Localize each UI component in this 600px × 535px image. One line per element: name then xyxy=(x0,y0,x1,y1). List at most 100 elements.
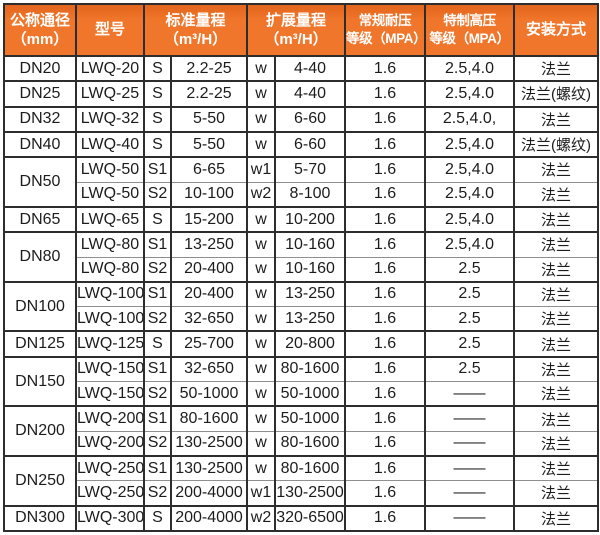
header-standard-range: 标准量程 （m³/H） xyxy=(143,3,248,57)
normal-pressure-cell: 1.6 xyxy=(344,80,426,107)
extended-range-cell: 80-1600 xyxy=(274,455,346,481)
normal-pressure-cell: 1.6 xyxy=(344,156,426,183)
standard-range-cell: 80-1600 xyxy=(170,405,248,432)
extended-code-cell: w xyxy=(246,455,276,481)
standard-code-cell: S2 xyxy=(143,181,172,207)
table-row: DN50 LWQ-50 S1 6-65 w1 5-70 1.6 2.5,4.0 法兰 xyxy=(3,156,599,207)
standard-range-cell: 32-650 xyxy=(170,355,248,382)
table-row: DN300 LWQ-300 S 200-4000 w2 320-6500 1.6 —— 法兰 xyxy=(3,504,599,531)
extended-range-cell: 8-100 xyxy=(274,181,346,207)
installation-cell: 法兰 xyxy=(513,405,599,432)
special-pressure-cell: —— xyxy=(424,480,515,506)
model-cell: LWQ-100 xyxy=(75,280,145,307)
installation-cell: 法兰 xyxy=(513,181,599,207)
header-installation: 安装方式 xyxy=(513,3,599,57)
extended-code-cell: w1 xyxy=(246,480,276,506)
extended-code-cell: w xyxy=(246,130,276,158)
extended-range-cell: 130-2500 xyxy=(274,480,346,506)
diameter-cell: DN50 xyxy=(3,156,77,207)
standard-code-cell: S xyxy=(143,205,172,233)
extended-code-cell: w xyxy=(246,405,276,432)
model-cell: LWQ-40 xyxy=(75,130,145,158)
table-row: LWQ-100 S2 32-650 w 13-250 1.6 2.5 法兰 xyxy=(4,306,599,332)
extended-code-cell: w1 xyxy=(246,156,276,183)
diameter-cell: DN25 xyxy=(3,80,77,107)
special-pressure-cell: —— xyxy=(424,381,515,407)
standard-range-cell: 20-400 xyxy=(170,256,248,282)
special-pressure-cell: 2.5,4.0 xyxy=(424,181,515,207)
extended-range-cell: 80-1600 xyxy=(274,430,346,456)
diameter-cell: DN200 xyxy=(3,405,77,456)
standard-code-cell: S1 xyxy=(143,455,172,481)
model-cell: LWQ-100 xyxy=(75,306,145,332)
model-cell: LWQ-250 xyxy=(75,455,145,481)
model-cell: LWQ-50 xyxy=(75,181,145,207)
table-row: DN100 LWQ-100 S1 20-400 w 13-250 1.6 2.5 法兰 xyxy=(3,280,599,332)
extended-range-cell: 50-1000 xyxy=(274,405,346,432)
model-cell: LWQ-32 xyxy=(75,105,145,132)
table-row: LWQ-150 S2 50-1000 w 50-1000 1.6 —— 法兰 xyxy=(4,381,599,407)
header-row: 公称通径 （mm） 型号 标准量程 （m³/H） 扩展量程 （m³/H） 常规耐… xyxy=(3,3,599,57)
installation-cell: 法兰 xyxy=(513,480,599,506)
standard-range-cell: 20-400 xyxy=(170,280,248,307)
table-row: DN40 LWQ-40 S 5-50 w 6-60 1.6 2.5,4.0 法兰(螺纹) xyxy=(3,130,599,158)
header-special-pressure: 特制高压 等级（MPA） xyxy=(424,3,515,57)
model-cell: LWQ-50 xyxy=(75,156,145,183)
diameter-cell: DN150 xyxy=(3,355,77,407)
standard-code-cell: S xyxy=(143,330,172,357)
installation-cell: 法兰 xyxy=(513,306,599,332)
table-row: LWQ-250 S2 200-4000 w1 130-2500 1.6 —— 法兰 xyxy=(4,480,599,506)
model-cell: LWQ-25 xyxy=(75,80,145,107)
normal-pressure-cell: 1.6 xyxy=(344,105,426,132)
standard-code-cell: S1 xyxy=(143,355,172,382)
special-pressure-cell: 2.5,4.0 xyxy=(424,231,515,257)
special-pressure-cell: 2.5 xyxy=(424,256,515,282)
standard-code-cell: S1 xyxy=(143,405,172,432)
standard-range-cell: 130-2500 xyxy=(170,455,248,481)
installation-cell: 法兰 xyxy=(513,455,599,481)
special-pressure-cell: 2.5,4.0 xyxy=(424,80,515,107)
standard-code-cell: S xyxy=(143,504,172,531)
installation-cell: 法兰 xyxy=(513,504,599,531)
installation-cell: 法兰 xyxy=(513,156,599,183)
extended-code-cell: w xyxy=(246,306,276,332)
installation-cell: 法兰 xyxy=(513,381,599,407)
extended-code-cell: w xyxy=(246,280,276,307)
normal-pressure-cell: 1.6 xyxy=(344,381,426,407)
header-extended-range: 扩展量程 （m³/H） xyxy=(246,3,346,57)
standard-range-cell: 5-50 xyxy=(170,130,248,158)
model-cell: LWQ-80 xyxy=(75,231,145,257)
extended-code-cell: w xyxy=(246,205,276,233)
standard-code-cell: S2 xyxy=(143,256,172,282)
diameter-cell: DN250 xyxy=(3,455,77,506)
standard-range-cell: 130-2500 xyxy=(170,430,248,456)
special-pressure-cell: 2.5 xyxy=(424,355,515,382)
special-pressure-cell: 2.5,4.0 xyxy=(424,54,515,82)
installation-cell: 法兰 xyxy=(513,54,599,82)
standard-code-cell: S1 xyxy=(143,231,172,257)
header-model: 型号 xyxy=(75,3,145,57)
model-cell: LWQ-150 xyxy=(75,355,145,382)
table-row: DN250 LWQ-250 S1 130-2500 w 80-1600 1.6 —— 法兰 xyxy=(3,455,599,506)
standard-range-cell: 2.2-25 xyxy=(170,80,248,107)
normal-pressure-cell: 1.6 xyxy=(344,306,426,332)
normal-pressure-cell: 1.6 xyxy=(344,231,426,257)
extended-code-cell: w xyxy=(246,381,276,407)
standard-code-cell: S2 xyxy=(143,430,172,456)
table-row: DN150 LWQ-150 S1 32-650 w 80-1600 1.6 2.5 法兰 xyxy=(3,355,599,407)
extended-range-cell: 20-800 xyxy=(274,330,346,357)
extended-range-cell: 10-200 xyxy=(274,205,346,233)
special-pressure-cell: 2.5 xyxy=(424,306,515,332)
diameter-cell: DN100 xyxy=(3,280,77,332)
table-header: 公称通径 （mm） 型号 标准量程 （m³/H） 扩展量程 （m³/H） 常规耐… xyxy=(3,3,599,57)
extended-range-cell: 50-1000 xyxy=(274,381,346,407)
model-cell: LWQ-250 xyxy=(75,480,145,506)
standard-code-cell: S1 xyxy=(143,280,172,307)
normal-pressure-cell: 1.6 xyxy=(344,430,426,456)
standard-range-cell: 13-250 xyxy=(170,231,248,257)
extended-code-cell: w xyxy=(246,355,276,382)
installation-cell: 法兰 xyxy=(513,280,599,307)
header-diameter: 公称通径 （mm） xyxy=(3,3,77,57)
normal-pressure-cell: 1.6 xyxy=(344,504,426,531)
model-cell: LWQ-300 xyxy=(75,504,145,531)
